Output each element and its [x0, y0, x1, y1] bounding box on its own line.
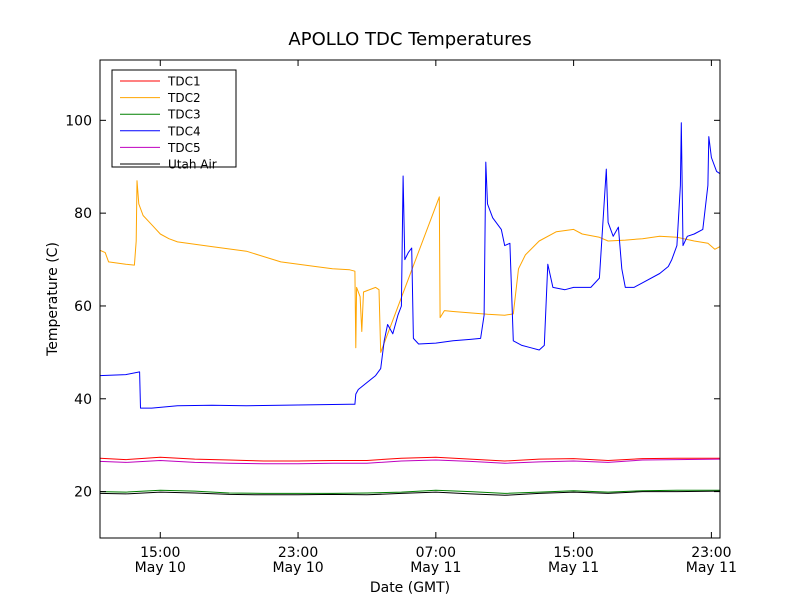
y-tick-label-4: 100: [65, 113, 92, 129]
x-tick-label-time-2: 07:00: [416, 545, 456, 561]
series-line-4: [99, 458, 721, 465]
series-line-3: [99, 122, 721, 409]
x-tick-label-time-3: 15:00: [553, 545, 593, 561]
legend-label-0: TDC1: [167, 75, 201, 89]
x-tick-label-date-0: May 10: [135, 560, 186, 576]
x-tick-label-time-0: 15:00: [140, 545, 180, 561]
legend-label-3: TDC4: [167, 124, 201, 138]
series-line-2: [99, 489, 720, 494]
x-axis-label: Date (GMT): [370, 580, 450, 596]
y-axis-label: Temperature (C): [45, 242, 61, 357]
plot-frame: [99, 59, 721, 539]
chart-title: APOLLO TDC Temperatures: [288, 29, 531, 50]
legend-label-1: TDC2: [167, 91, 201, 105]
y-tick-label-3: 80: [74, 206, 92, 222]
x-tick-label-date-1: May 10: [272, 560, 323, 576]
legend-label-2: TDC3: [167, 108, 201, 122]
x-tick-label-date-2: May 11: [410, 560, 461, 576]
x-tick-label-date-4: May 11: [686, 560, 737, 576]
y-tick-label-0: 20: [74, 485, 92, 501]
series-line-1: [99, 180, 721, 353]
series-line-0: [99, 456, 720, 462]
x-tick-label-date-3: May 11: [548, 560, 599, 576]
series-layer: [99, 122, 721, 496]
series-line-5: [99, 490, 721, 496]
legend: TDC1 TDC2 TDC3 TDC4 TDC5 Utah Air: [111, 69, 237, 172]
y-tick-label-1: 40: [74, 392, 92, 408]
y-tick-label-2: 60: [74, 299, 92, 315]
legend-box: [111, 69, 237, 168]
legend-label-4: TDC5: [167, 141, 201, 155]
x-tick-label-time-1: 23:00: [278, 545, 318, 561]
x-tick-label-time-4: 23:00: [691, 545, 731, 561]
legend-label-5: Utah Air: [168, 158, 217, 172]
